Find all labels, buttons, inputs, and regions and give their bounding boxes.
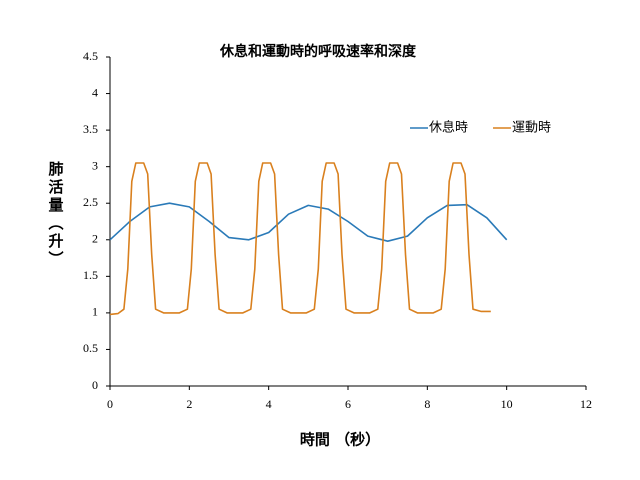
x-tick-label: 10 bbox=[501, 397, 513, 411]
x-tick-label: 2 bbox=[186, 397, 192, 411]
y-tick-label: 0 bbox=[92, 378, 98, 392]
x-tick-label: 4 bbox=[266, 397, 272, 411]
y-tick-label: 4.5 bbox=[83, 49, 98, 63]
y-tick-label: 2 bbox=[92, 232, 98, 246]
y-axis-label: 肺活量（升） bbox=[47, 160, 65, 269]
legend-label: 休息時 bbox=[429, 120, 468, 136]
x-tick-label: 6 bbox=[345, 397, 351, 411]
series-line bbox=[109, 202, 508, 242]
x-tick-label: 0 bbox=[107, 397, 113, 411]
x-tick-label: 8 bbox=[424, 397, 430, 411]
x-axis-label: 時間 （秒） bbox=[300, 431, 380, 449]
y-tick-label: 3.5 bbox=[83, 122, 98, 136]
chart-title: 休息和運動時的呼吸速率和深度 bbox=[219, 43, 417, 60]
y-tick-label: 1.5 bbox=[83, 268, 98, 282]
y-tick-label: 1 bbox=[92, 305, 98, 319]
series-line bbox=[109, 162, 491, 316]
legend-label: 運動時 bbox=[512, 121, 551, 136]
y-tick-label: 0.5 bbox=[83, 341, 98, 355]
y-tick-label: 2.5 bbox=[83, 195, 98, 209]
x-tick-label: 12 bbox=[580, 397, 592, 411]
y-tick-label: 4 bbox=[92, 85, 98, 99]
y-tick-label: 3 bbox=[92, 158, 98, 172]
